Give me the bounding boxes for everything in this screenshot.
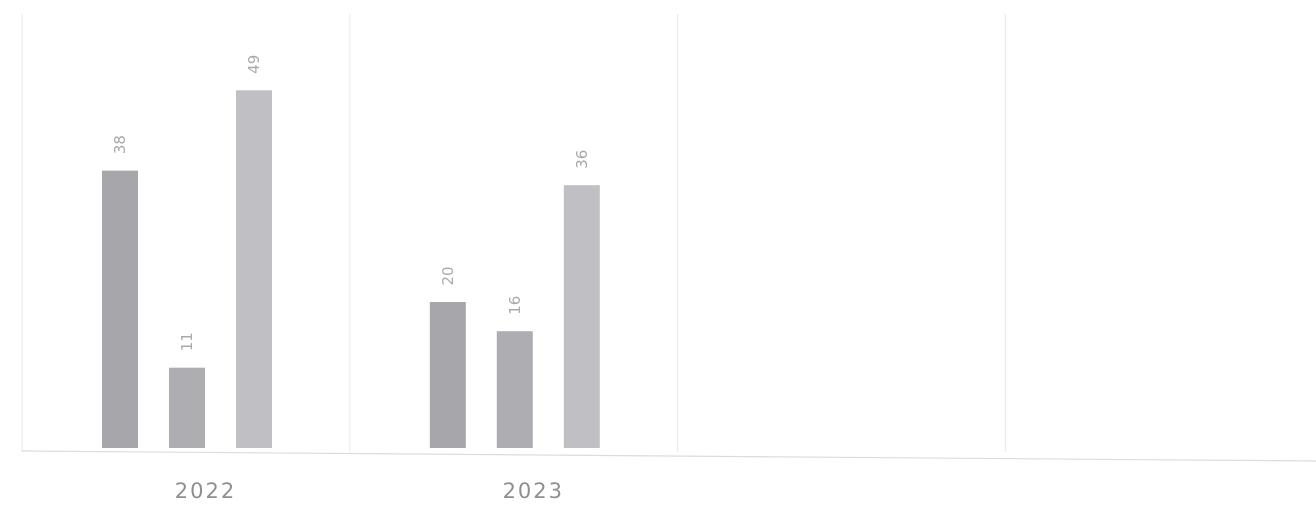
bar-2022-series-3 <box>236 90 272 449</box>
data-label-2023-series-2: 16 <box>506 296 524 315</box>
data-label-2022-series-1: 38 <box>111 135 129 154</box>
bar-2023-series-1 <box>429 302 466 448</box>
data-labels-group: 38 11 49 20 16 36 <box>111 55 591 351</box>
data-label-2022-series-3: 49 <box>245 55 263 74</box>
x-axis-line <box>21 450 1316 462</box>
category-label-2022: 2022 <box>175 479 236 503</box>
bar-2023-series-3 <box>563 185 600 448</box>
bar-2022-series-2 <box>169 367 205 448</box>
data-label-2023-series-3: 36 <box>573 150 591 169</box>
gridlines <box>21 14 1007 452</box>
category-labels-group: 2022 2023 <box>175 479 564 503</box>
category-label-2023: 2023 <box>503 479 564 503</box>
bar-2023-series-2 <box>496 331 533 448</box>
data-label-2023-series-1: 20 <box>439 266 457 285</box>
bar-2022-series-1 <box>102 170 138 448</box>
data-label-2022-series-2: 11 <box>178 332 196 351</box>
bars-group <box>102 90 600 449</box>
